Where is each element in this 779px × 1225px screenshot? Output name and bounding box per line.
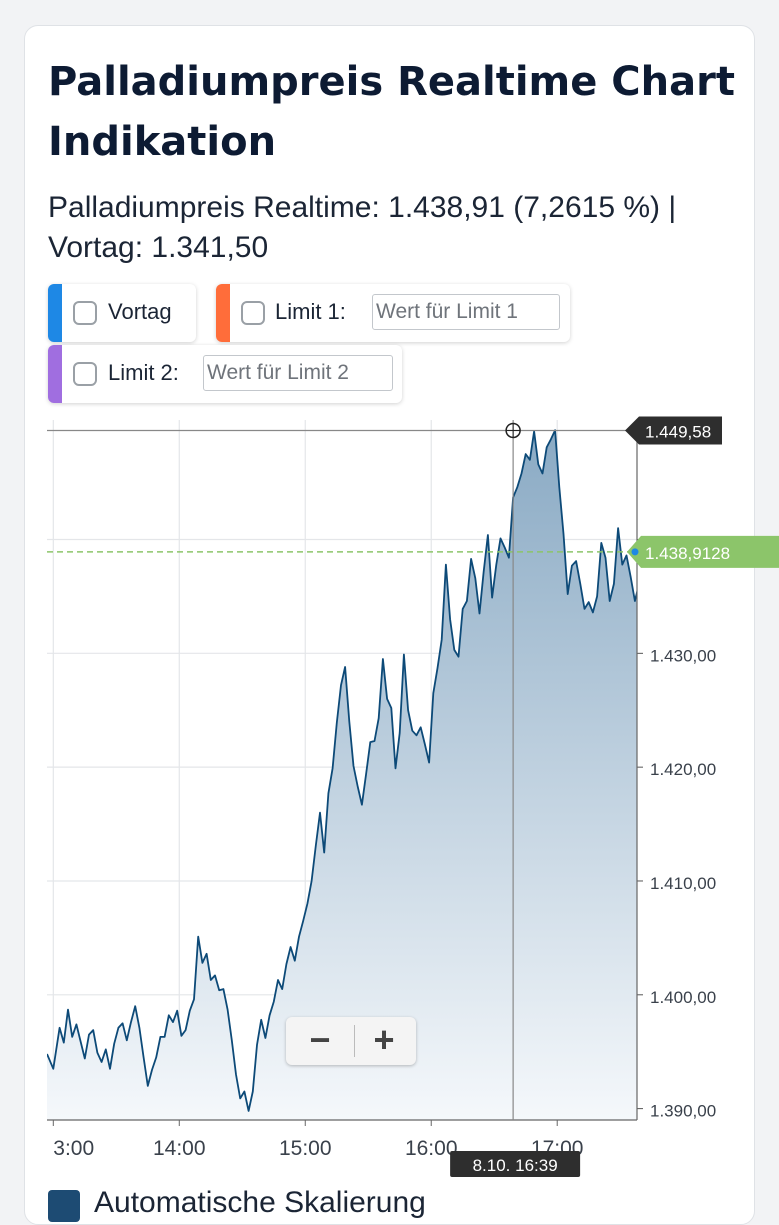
y-tick-label: 1.390,00	[650, 1102, 716, 1121]
zoom-in-button[interactable]: +	[373, 1019, 395, 1060]
limit1-input[interactable]	[372, 294, 560, 330]
price-summary: Palladiumpreis Realtime: 1.438,91 (7,261…	[48, 191, 677, 264]
autoscale-checkbox[interactable]	[48, 1190, 80, 1222]
limit1-label: Limit 1:	[275, 299, 346, 324]
crosshair-time-tag	[450, 1151, 581, 1177]
y-tick-label: 1.400,00	[650, 988, 716, 1007]
last-price-label: 1.438,9128	[645, 544, 730, 563]
limit1-control: Limit 1:	[216, 284, 570, 342]
limit1-checkbox[interactable]	[241, 301, 265, 325]
last-price-tag	[627, 535, 779, 568]
x-tick-label: 3:00	[53, 1137, 94, 1160]
limit2-label: Limit 2:	[108, 360, 179, 385]
crosshair-time-label: 8.10. 16:39	[473, 1156, 558, 1175]
zoom-divider	[354, 1025, 355, 1057]
x-tick-label: 14:00	[153, 1137, 206, 1160]
price-area	[47, 430, 637, 1120]
limit2-checkbox[interactable]	[73, 362, 97, 386]
page-title: Palladiumpreis Realtime Chart Indikation	[48, 59, 735, 165]
autoscale-label: Automatische Skalierung	[94, 1186, 426, 1219]
limit1-color-stripe	[216, 284, 230, 342]
crosshair-value-label: 1.449,58	[645, 422, 711, 441]
x-tick-label: 15:00	[279, 1137, 332, 1160]
zoom-control: − +	[286, 1017, 416, 1065]
crosshair-value-tag	[625, 416, 722, 445]
price-line	[47, 429, 637, 1112]
y-tick-label: 1.420,00	[650, 760, 716, 779]
price-chart[interactable]: 3:00 14:00 15:00 16:00 17:001.390,001.400,00…	[0, 0, 779, 1200]
limit2-color-stripe	[48, 345, 62, 403]
vortag-label: Vortag	[108, 299, 172, 324]
x-tick-label: 16:00	[405, 1137, 458, 1160]
y-tick-label: 1.430,00	[650, 646, 716, 665]
zoom-out-button[interactable]: −	[309, 1019, 331, 1060]
last-price-dot	[631, 548, 639, 556]
limit2-input[interactable]	[203, 355, 393, 391]
vortag-color-stripe	[48, 284, 62, 342]
y-tick-label: 1.410,00	[650, 874, 716, 893]
limit2-control: Limit 2:	[48, 345, 402, 403]
vortag-toggle[interactable]: Vortag	[48, 284, 196, 342]
vortag-checkbox[interactable]	[73, 301, 97, 325]
